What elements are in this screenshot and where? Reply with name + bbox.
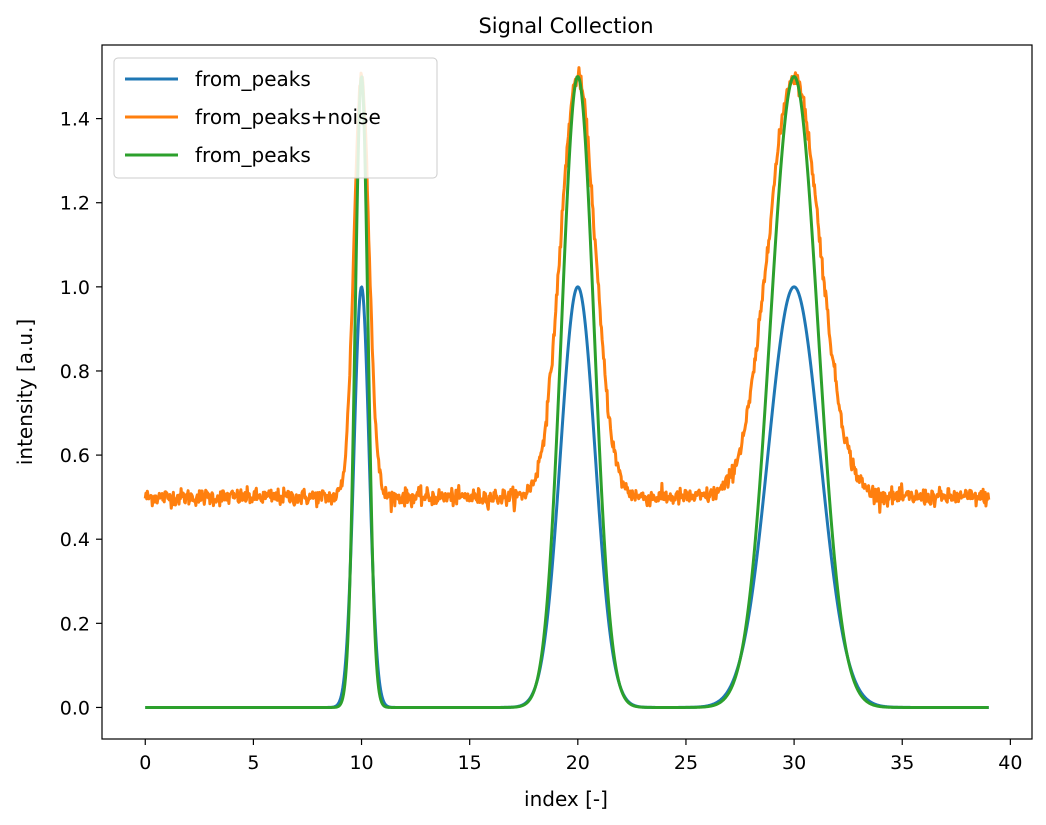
y-tick-label: 1.4 xyxy=(60,109,90,131)
series-line-2 xyxy=(143,66,991,514)
y-axis: 0.0 0.2 0.4 0.6 0.8 1.0 1.2 1.4 xyxy=(60,109,102,719)
legend-box xyxy=(113,57,438,179)
y-tick-label: 0.2 xyxy=(60,613,90,635)
x-tick-label: 40 xyxy=(998,752,1022,774)
x-tick-label: 10 xyxy=(349,752,373,774)
x-tick-label: 0 xyxy=(139,752,151,774)
y-tick-label: 0.8 xyxy=(60,361,90,383)
legend-label: from_peaks xyxy=(195,143,311,167)
x-tick-label: 5 xyxy=(247,752,259,774)
y-tick-label: 0.4 xyxy=(60,529,90,551)
x-tick-label: 20 xyxy=(566,752,590,774)
y-tick-label: 0.0 xyxy=(60,697,90,719)
legend-label: from_peaks+noise xyxy=(195,105,381,129)
x-axis-label: index [-] xyxy=(524,787,608,811)
y-tick-label: 1.2 xyxy=(60,193,90,215)
y-tick-label: 1.0 xyxy=(60,277,90,299)
x-tick-label: 15 xyxy=(458,752,482,774)
x-tick-label: 25 xyxy=(674,752,698,774)
legend-label: from_peaks xyxy=(195,67,311,91)
legend: from_peaks from_peaks+noise from_peaks xyxy=(113,57,438,179)
series-layer xyxy=(143,66,991,709)
y-axis-label: intensity [a.u.] xyxy=(13,319,37,465)
x-axis: 0 5 10 15 20 25 30 35 40 xyxy=(139,739,1022,774)
y-tick-label: 0.6 xyxy=(60,445,90,467)
series-line-3 xyxy=(144,75,990,709)
plot-frame xyxy=(101,44,1033,740)
x-tick-label: 35 xyxy=(890,752,914,774)
x-tick-label: 30 xyxy=(782,752,806,774)
chart-title: Signal Collection xyxy=(478,14,653,38)
